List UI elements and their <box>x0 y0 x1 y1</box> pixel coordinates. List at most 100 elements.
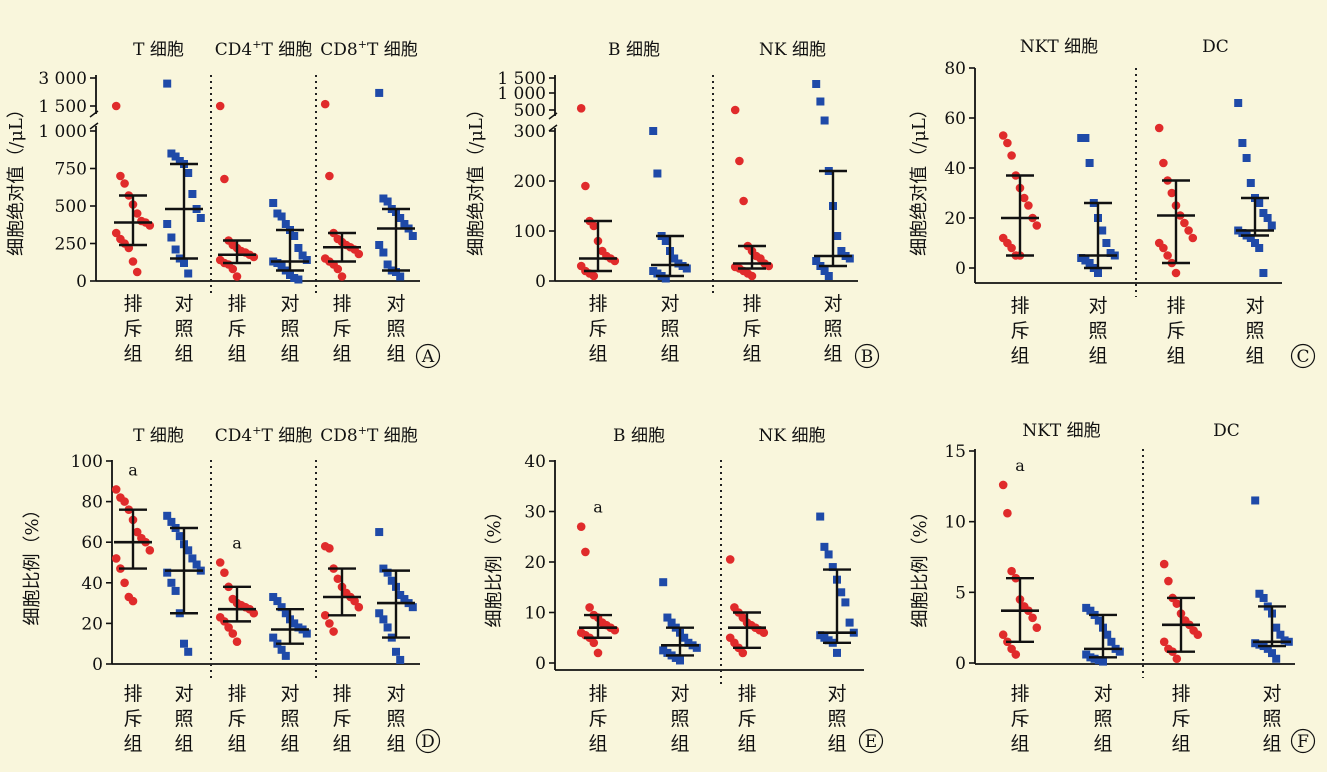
data-point <box>812 257 821 265</box>
group-label: 组 <box>1093 733 1112 755</box>
data-point <box>1007 151 1016 160</box>
group-label: 排 <box>1010 683 1029 705</box>
data-point <box>224 623 233 632</box>
data-point <box>1081 134 1090 142</box>
data-point <box>379 194 388 203</box>
group-rejection: 排斥组 <box>998 131 1042 367</box>
data-point <box>1280 636 1289 645</box>
panel-label-circle <box>854 343 880 369</box>
y-tick-label: 0 <box>76 272 87 292</box>
data-point <box>277 212 286 221</box>
data-point <box>1094 616 1103 625</box>
group-label: 组 <box>280 733 299 755</box>
data-point <box>661 237 670 245</box>
group-label: 对 <box>386 683 405 705</box>
data-point <box>128 257 138 266</box>
data-point <box>824 272 833 280</box>
panel-label: D <box>421 732 435 752</box>
group-label: 照 <box>827 708 846 730</box>
y-tick-label: 80 <box>944 59 966 79</box>
group-label: 斥 <box>332 708 351 730</box>
panel-label-circle <box>1290 343 1316 369</box>
group-label: 排 <box>1166 295 1185 317</box>
data-point <box>383 260 392 269</box>
data-point <box>290 274 299 282</box>
axis-break-mark <box>89 122 99 130</box>
data-point <box>816 97 825 106</box>
data-point <box>725 555 735 564</box>
data-point <box>392 268 400 276</box>
group-label: 斥 <box>1010 320 1029 342</box>
data-point <box>684 638 693 647</box>
group-label: 组 <box>1245 345 1264 367</box>
data-point <box>1032 623 1042 632</box>
group-control: 对照组 <box>163 511 205 755</box>
section-heading: CD4+T 细胞 <box>215 424 312 446</box>
data-point <box>1082 650 1091 659</box>
data-point <box>739 196 748 206</box>
data-point <box>841 598 850 607</box>
group-label: 排 <box>332 293 351 315</box>
data-point <box>663 613 672 622</box>
data-point <box>824 550 833 559</box>
data-point <box>1251 496 1260 505</box>
section-heading: NKT 细胞 <box>1022 421 1100 441</box>
y-tick-label: 20 <box>81 614 103 634</box>
data-point <box>277 645 286 654</box>
group-label: 斥 <box>123 708 142 730</box>
data-point <box>290 232 299 240</box>
y-tick-label: 10 <box>944 513 966 533</box>
data-point <box>171 586 180 595</box>
data-point <box>333 264 343 274</box>
data-point <box>1251 239 1259 247</box>
y-tick-label: 80 <box>81 493 103 513</box>
significance-label: a <box>128 460 138 479</box>
group-label: 组 <box>660 343 679 365</box>
y-axis-label: 细胞绝对值（/μL） <box>909 100 930 256</box>
group-rejection: 排斥组 <box>320 541 364 755</box>
group-label: 对 <box>386 293 405 315</box>
data-point <box>649 267 658 275</box>
data-point <box>820 633 829 642</box>
data-point <box>1255 244 1264 252</box>
data-point <box>1188 233 1198 243</box>
data-point <box>1255 640 1264 649</box>
data-point <box>294 275 303 284</box>
data-point <box>277 262 286 270</box>
data-point <box>298 251 307 260</box>
data-point <box>833 648 841 657</box>
data-point <box>175 157 184 165</box>
y-tick-label: 200 <box>514 172 546 192</box>
data-point <box>294 244 303 252</box>
data-point <box>337 272 347 281</box>
data-point <box>1172 654 1182 664</box>
data-point <box>400 595 409 604</box>
y-tick-label: 1 500 <box>38 97 87 117</box>
data-point <box>1267 221 1276 230</box>
axis-break-mark <box>89 110 99 118</box>
data-point <box>1011 650 1021 659</box>
y-tick-label: 0 <box>535 654 546 674</box>
data-point <box>188 554 197 563</box>
data-point <box>145 546 155 555</box>
data-point <box>128 596 138 606</box>
group-control: 对照组 <box>1234 99 1276 367</box>
data-point <box>120 179 129 188</box>
y-tick-label: 500 <box>55 197 87 217</box>
group-label: 组 <box>1088 345 1107 367</box>
data-point <box>1268 649 1276 658</box>
group-label: 组 <box>174 343 193 365</box>
group-rejection: 排斥组 <box>1154 123 1198 367</box>
data-point <box>680 633 689 642</box>
data-point <box>184 546 193 555</box>
group-label: 对 <box>823 293 842 315</box>
significance-label: a <box>593 498 603 517</box>
group-label: 排 <box>1171 683 1190 705</box>
data-point <box>387 576 396 585</box>
data-point <box>120 497 129 506</box>
data-point <box>1255 589 1264 598</box>
group-label: 组 <box>823 343 842 365</box>
group-label: 照 <box>386 708 405 730</box>
data-point <box>273 597 282 606</box>
data-point <box>1159 559 1169 569</box>
